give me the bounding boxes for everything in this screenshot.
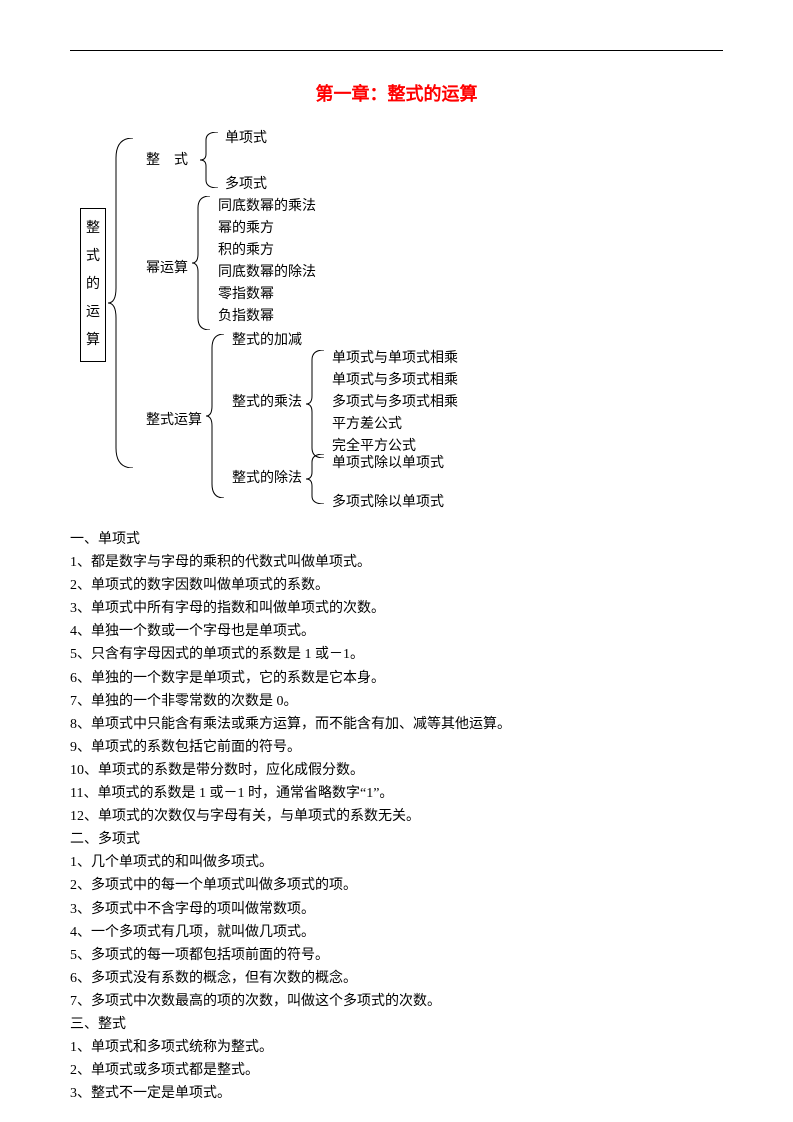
node-chufa: 整式的除法	[232, 468, 302, 489]
s1-heading: 一、单项式	[70, 528, 723, 551]
node-miyunsuan: 幂运算	[146, 258, 188, 279]
s1-item: 5、只含有字母因式的单项式的系数是 1 或－1。	[70, 643, 723, 666]
s1-item: 8、单项式中只能含有乘法或乘方运算，而不能含有加、减等其他运算。	[70, 713, 723, 736]
s1-item: 10、单项式的系数是带分数时，应化成假分数。	[70, 759, 723, 782]
s1-item: 9、单项式的系数包括它前面的符号。	[70, 736, 723, 759]
chapter-title: 第一章：整式的运算	[70, 81, 723, 108]
s2-item: 4、一个多项式有几项，就叫做几项式。	[70, 921, 723, 944]
s1-item: 7、单独的一个非零常数的次数是 0。	[70, 690, 723, 713]
node-zhengshiyunsuan: 整式运算	[146, 410, 202, 431]
s1-item: 11、单项式的系数是 1 或－1 时，通常省略数字“1”。	[70, 782, 723, 805]
node-danxiangshi: 单项式	[225, 128, 267, 149]
s3-heading: 三、整式	[70, 1013, 723, 1036]
s1-item: 3、单项式中所有字母的指数和叫做单项式的次数。	[70, 597, 723, 620]
brace-chufa	[306, 454, 328, 504]
node-chufa-0: 单项式除以单项式	[332, 453, 444, 474]
s3-item: 1、单项式和多项式统称为整式。	[70, 1036, 723, 1059]
node-jiajian: 整式的加减	[232, 330, 302, 351]
page: 第一章：整式的运算 整式的运算 整 式 幂运算 整式运算 单项式 多项式 同底数…	[0, 0, 793, 1122]
s2-item: 1、几个单项式的和叫做多项式。	[70, 851, 723, 874]
body-text: 一、单项式 1、都是数字与字母的乘积的代数式叫做单项式。 2、单项式的数字因数叫…	[70, 528, 723, 1105]
node-mi-5: 负指数幂	[218, 306, 274, 327]
node-chufa-1: 多项式除以单项式	[332, 492, 444, 513]
node-cf-1: 单项式与多项式相乘	[332, 370, 458, 391]
node-mi-4: 零指数幂	[218, 284, 274, 305]
s3-item: 3、整式不一定是单项式。	[70, 1082, 723, 1105]
node-mi-0: 同底数幂的乘法	[218, 196, 316, 217]
s2-heading: 二、多项式	[70, 828, 723, 851]
node-duoxiangshi: 多项式	[225, 174, 267, 195]
s1-item: 6、单独的一个数字是单项式，它的系数是它本身。	[70, 667, 723, 690]
brace-miyunsuan	[192, 196, 214, 330]
node-zhengshi: 整 式	[146, 150, 188, 171]
node-cf-0: 单项式与单项式相乘	[332, 348, 458, 369]
concept-diagram: 整式的运算 整 式 幂运算 整式运算 单项式 多项式 同底数幂的乘法 幂的乘方 …	[70, 128, 723, 518]
brace-root	[108, 138, 138, 468]
root-label: 整式的运算	[85, 215, 101, 355]
s1-item: 12、单项式的次数仅与字母有关，与单项式的系数无关。	[70, 805, 723, 828]
s2-item: 5、多项式的每一项都包括项前面的符号。	[70, 944, 723, 967]
s2-item: 3、多项式中不含字母的项叫做常数项。	[70, 898, 723, 921]
node-mi-3: 同底数幂的除法	[218, 262, 316, 283]
s2-item: 6、多项式没有系数的概念，但有次数的概念。	[70, 967, 723, 990]
s3-item: 2、单项式或多项式都是整式。	[70, 1059, 723, 1082]
node-cf-2: 多项式与多项式相乘	[332, 392, 458, 413]
brace-zhengshi	[200, 132, 222, 188]
brace-zsys	[206, 334, 228, 498]
node-cf-3: 平方差公式	[332, 414, 402, 435]
top-rule	[70, 50, 723, 51]
s1-item: 2、单项式的数字因数叫做单项式的系数。	[70, 574, 723, 597]
s1-item: 4、单独一个数或一个字母也是单项式。	[70, 620, 723, 643]
s1-item: 1、都是数字与字母的乘积的代数式叫做单项式。	[70, 551, 723, 574]
root-box: 整式的运算	[80, 208, 106, 362]
node-mi-2: 积的乘方	[218, 240, 274, 261]
node-chengfa: 整式的乘法	[232, 392, 302, 413]
s2-item: 2、多项式中的每一个单项式叫做多项式的项。	[70, 874, 723, 897]
brace-chengfa	[306, 350, 328, 458]
node-mi-1: 幂的乘方	[218, 218, 274, 239]
s2-item: 7、多项式中次数最高的项的次数，叫做这个多项式的次数。	[70, 990, 723, 1013]
